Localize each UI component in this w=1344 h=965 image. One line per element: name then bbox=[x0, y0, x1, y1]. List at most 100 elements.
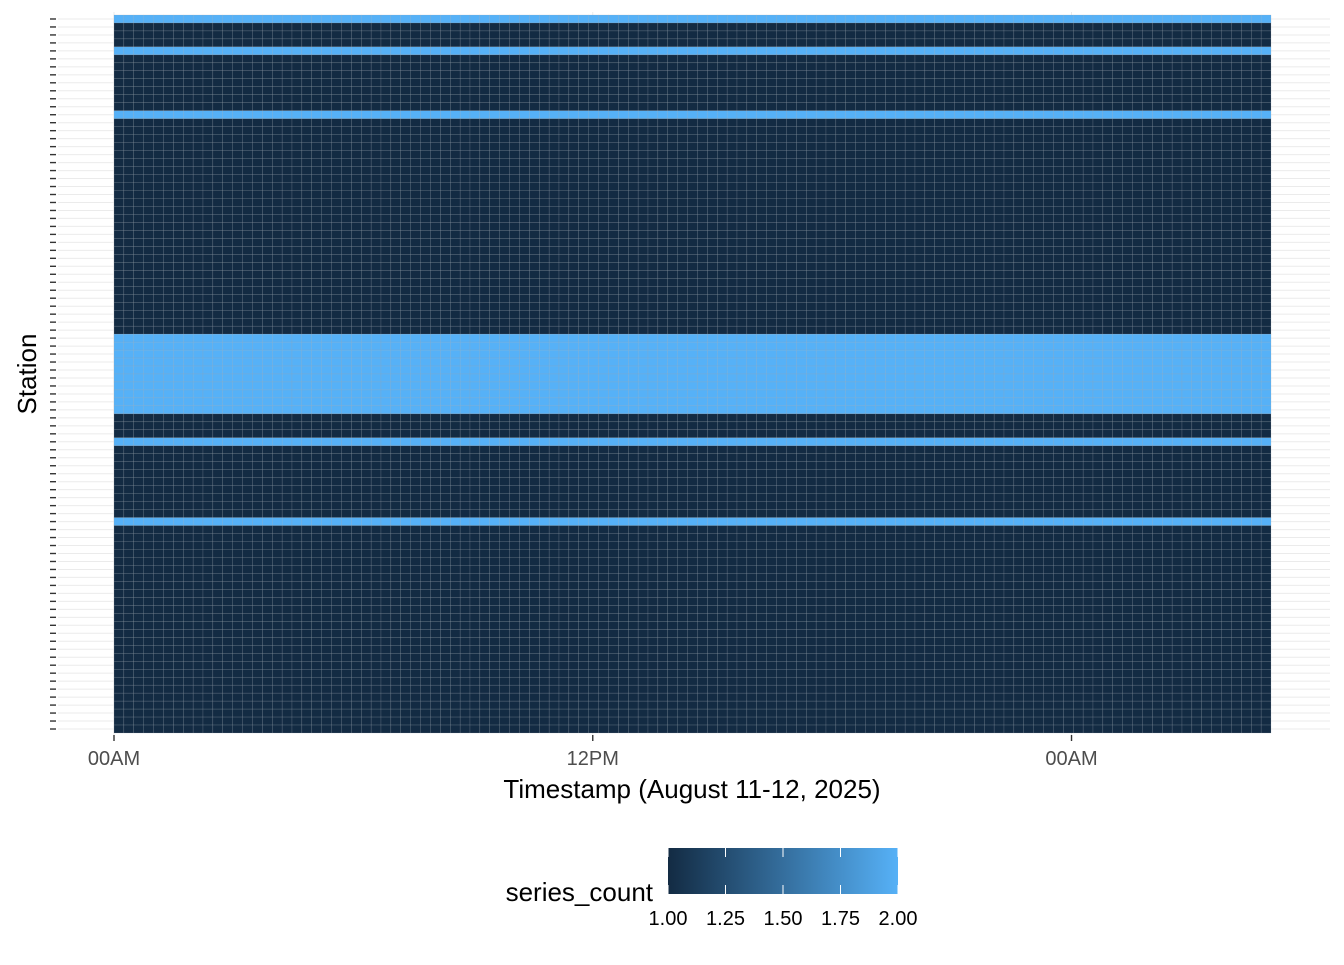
heatmap-tile bbox=[500, 15, 510, 23]
heatmap-tile bbox=[1162, 167, 1172, 175]
heatmap-tile bbox=[895, 278, 905, 286]
heatmap-tile bbox=[826, 262, 836, 270]
heatmap-tile bbox=[332, 278, 342, 286]
heatmap-tile bbox=[747, 119, 757, 127]
heatmap-tile bbox=[1133, 103, 1143, 111]
heatmap-tile bbox=[717, 254, 727, 262]
heatmap-tile bbox=[440, 342, 450, 350]
heatmap-tile bbox=[262, 191, 272, 199]
heatmap-tile bbox=[519, 278, 529, 286]
heatmap-tile bbox=[440, 103, 450, 111]
heatmap-tile bbox=[569, 310, 579, 318]
heatmap-tile bbox=[450, 111, 460, 119]
heatmap-tile bbox=[747, 342, 757, 350]
heatmap-tile bbox=[589, 111, 599, 119]
heatmap-tile bbox=[421, 286, 431, 294]
heatmap-tile bbox=[767, 111, 777, 119]
heatmap-tile bbox=[1241, 183, 1251, 191]
heatmap-tile bbox=[925, 79, 935, 87]
heatmap-tile bbox=[411, 151, 421, 159]
heatmap-tile bbox=[875, 87, 885, 95]
heatmap-tile bbox=[1152, 286, 1162, 294]
heatmap-tile bbox=[193, 159, 203, 167]
heatmap-tile bbox=[510, 47, 520, 55]
heatmap-tile bbox=[994, 254, 1004, 262]
heatmap-tile bbox=[213, 159, 223, 167]
heatmap-tile bbox=[707, 238, 717, 246]
heatmap-tile bbox=[984, 135, 994, 143]
heatmap-tile bbox=[964, 246, 974, 254]
heatmap-tile bbox=[1004, 191, 1014, 199]
heatmap-tile bbox=[648, 39, 658, 47]
heatmap-tile bbox=[1034, 55, 1044, 63]
heatmap-tile bbox=[183, 262, 193, 270]
heatmap-tile bbox=[519, 63, 529, 71]
heatmap-tile bbox=[203, 55, 213, 63]
heatmap-tile bbox=[173, 326, 183, 334]
heatmap-tile bbox=[401, 159, 411, 167]
heatmap-tile bbox=[1133, 294, 1143, 302]
heatmap-tile bbox=[282, 47, 292, 55]
heatmap-tile bbox=[737, 302, 747, 310]
heatmap-tile bbox=[1152, 119, 1162, 127]
heatmap-tile bbox=[1014, 159, 1024, 167]
heatmap-tile bbox=[668, 286, 678, 294]
heatmap-tile bbox=[272, 143, 282, 151]
heatmap-tile bbox=[648, 31, 658, 39]
heatmap-tile bbox=[1241, 318, 1251, 326]
heatmap-tile bbox=[332, 23, 342, 31]
heatmap-tile bbox=[905, 103, 915, 111]
heatmap-tile bbox=[371, 167, 381, 175]
heatmap-tile bbox=[430, 238, 440, 246]
heatmap-tile bbox=[1182, 318, 1192, 326]
heatmap-tile bbox=[450, 135, 460, 143]
heatmap-tile bbox=[925, 159, 935, 167]
heatmap-tile bbox=[1073, 151, 1083, 159]
heatmap-tile bbox=[806, 183, 816, 191]
heatmap-tile bbox=[737, 103, 747, 111]
heatmap-tile bbox=[351, 222, 361, 230]
heatmap-tile bbox=[470, 270, 480, 278]
heatmap-tile bbox=[252, 246, 262, 254]
heatmap-tile bbox=[490, 342, 500, 350]
heatmap-tile bbox=[599, 302, 609, 310]
heatmap-tile bbox=[430, 214, 440, 222]
heatmap-tile bbox=[411, 71, 421, 79]
heatmap-tile bbox=[282, 63, 292, 71]
heatmap-tile bbox=[599, 63, 609, 71]
heatmap-tile bbox=[1103, 119, 1113, 127]
heatmap-tile bbox=[638, 39, 648, 47]
heatmap-tile bbox=[1202, 310, 1212, 318]
heatmap-tile bbox=[618, 127, 628, 135]
heatmap-tile bbox=[134, 310, 144, 318]
heatmap-tile bbox=[203, 159, 213, 167]
heatmap-tile bbox=[579, 334, 589, 342]
heatmap-tile bbox=[559, 214, 569, 222]
heatmap-tile bbox=[163, 23, 173, 31]
heatmap-tile bbox=[648, 167, 658, 175]
heatmap-tile bbox=[450, 270, 460, 278]
heatmap-tile bbox=[163, 191, 173, 199]
heatmap-tile bbox=[490, 262, 500, 270]
heatmap-tile bbox=[658, 262, 668, 270]
heatmap-tile bbox=[183, 278, 193, 286]
heatmap-tile bbox=[252, 31, 262, 39]
heatmap-tile bbox=[332, 55, 342, 63]
heatmap-tile bbox=[144, 222, 154, 230]
heatmap-tile bbox=[945, 15, 955, 23]
heatmap-tile bbox=[737, 286, 747, 294]
heatmap-tile bbox=[1053, 135, 1063, 143]
heatmap-tile bbox=[341, 159, 351, 167]
heatmap-tile bbox=[1113, 167, 1123, 175]
heatmap-tile bbox=[1083, 246, 1093, 254]
heatmap-tile bbox=[529, 159, 539, 167]
heatmap-tile bbox=[1231, 63, 1241, 71]
heatmap-tile bbox=[460, 151, 470, 159]
heatmap-tile bbox=[628, 15, 638, 23]
heatmap-tile bbox=[678, 198, 688, 206]
heatmap-tile bbox=[935, 135, 945, 143]
heatmap-tile bbox=[1073, 342, 1083, 350]
heatmap-tile bbox=[618, 326, 628, 334]
heatmap-tile bbox=[529, 246, 539, 254]
heatmap-tile bbox=[154, 15, 164, 23]
